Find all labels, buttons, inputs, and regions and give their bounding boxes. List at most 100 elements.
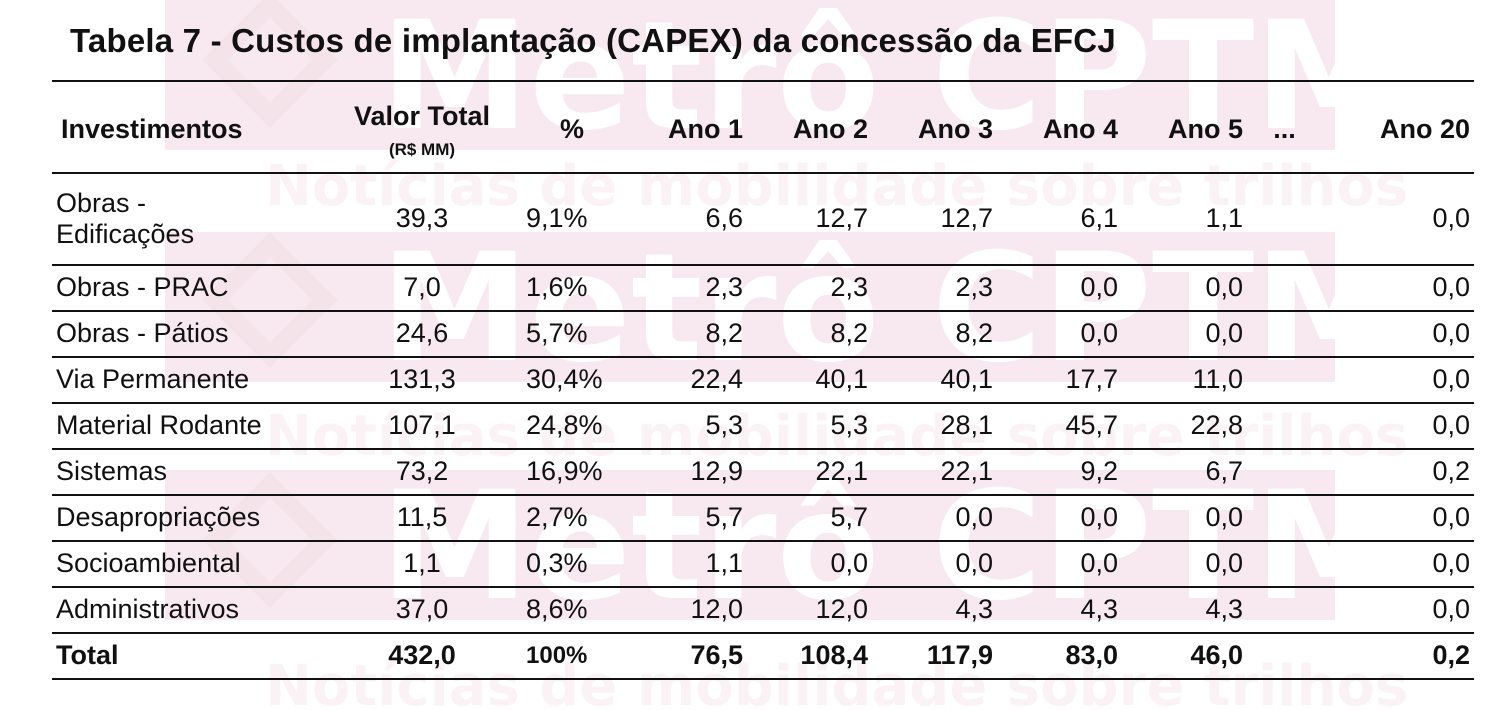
cell-pct: 24,8% bbox=[522, 403, 622, 450]
header-valor-total: Valor Total (R$ MM) bbox=[322, 80, 522, 174]
row-name: Socioambiental bbox=[52, 541, 322, 588]
cell-ano-1: 12,0 bbox=[622, 587, 747, 634]
table-row: Material Rodante 107,1 24,8% 5,3 5,3 28,… bbox=[52, 403, 1474, 450]
row-name: Desapropriações bbox=[52, 495, 322, 542]
header-ano-4: Ano 4 bbox=[997, 80, 1122, 174]
header-ano-3: Ano 3 bbox=[872, 80, 997, 174]
header-ano-5: Ano 5 bbox=[1122, 80, 1247, 174]
cell-valor-total: 11,5 bbox=[322, 495, 522, 542]
cell-ano-5: 4,3 bbox=[1122, 587, 1247, 634]
cell-ano-1: 2,3 bbox=[622, 265, 747, 312]
row-name: Obras - PRAC bbox=[52, 265, 322, 312]
cell-ano-1: 12,9 bbox=[622, 449, 747, 496]
total-row: Total 432,0 100% 76,5 108,4 117,9 83,0 4… bbox=[52, 633, 1474, 680]
total-pct: 100% bbox=[522, 633, 622, 680]
row-name: Administrativos bbox=[52, 587, 322, 634]
header-ano-2: Ano 2 bbox=[747, 80, 872, 174]
cell-ano-20: 0,0 bbox=[1322, 173, 1474, 266]
cell-ellipsis bbox=[1247, 265, 1322, 312]
cell-ano-4: 4,3 bbox=[997, 587, 1122, 634]
table-row: Obras - PRAC 7,0 1,6% 2,3 2,3 2,3 0,0 0,… bbox=[52, 265, 1474, 312]
cell-valor-total: 24,6 bbox=[322, 311, 522, 358]
cell-valor-total: 107,1 bbox=[322, 403, 522, 450]
cell-ano-2: 12,7 bbox=[747, 173, 872, 266]
table-row: Via Permanente 131,3 30,4% 22,4 40,1 40,… bbox=[52, 357, 1474, 404]
capex-table: Investimentos Valor Total (R$ MM) % Ano … bbox=[52, 80, 1474, 680]
cell-ano-1: 8,2 bbox=[622, 311, 747, 358]
cell-ano-20: 0,0 bbox=[1322, 587, 1474, 634]
cell-ano-2: 12,0 bbox=[747, 587, 872, 634]
cell-ano-20: 0,0 bbox=[1322, 541, 1474, 588]
header-ano-20: Ano 20 bbox=[1322, 80, 1474, 174]
cell-ano-3: 22,1 bbox=[872, 449, 997, 496]
cell-ano-1: 5,7 bbox=[622, 495, 747, 542]
cell-ano-3: 28,1 bbox=[872, 403, 997, 450]
cell-pct: 8,6% bbox=[522, 587, 622, 634]
cell-pct: 1,6% bbox=[522, 265, 622, 312]
cell-ellipsis bbox=[1247, 311, 1322, 358]
cell-pct: 9,1% bbox=[522, 173, 622, 266]
cell-ano-4: 17,7 bbox=[997, 357, 1122, 404]
cell-ano-20: 0,2 bbox=[1322, 449, 1474, 496]
cell-ano-20: 0,0 bbox=[1322, 311, 1474, 358]
table-row: Obras - Pátios 24,6 5,7% 8,2 8,2 8,2 0,0… bbox=[52, 311, 1474, 358]
row-name-line-2: Edificações bbox=[56, 219, 195, 249]
cell-ano-2: 5,7 bbox=[747, 495, 872, 542]
cell-pct: 0,3% bbox=[522, 541, 622, 588]
cell-ano-2: 22,1 bbox=[747, 449, 872, 496]
table-row: Socioambiental 1,1 0,3% 1,1 0,0 0,0 0,0 … bbox=[52, 541, 1474, 588]
cell-valor-total: 7,0 bbox=[322, 265, 522, 312]
total-ano-4: 83,0 bbox=[997, 633, 1122, 680]
cell-ano-4: 6,1 bbox=[997, 173, 1122, 266]
cell-ano-5: 11,0 bbox=[1122, 357, 1247, 404]
cell-ano-2: 0,0 bbox=[747, 541, 872, 588]
cell-ano-5: 6,7 bbox=[1122, 449, 1247, 496]
cell-ano-2: 8,2 bbox=[747, 311, 872, 358]
cell-ano-3: 2,3 bbox=[872, 265, 997, 312]
cell-ano-2: 5,3 bbox=[747, 403, 872, 450]
cell-valor-total: 37,0 bbox=[322, 587, 522, 634]
cell-ano-4: 0,0 bbox=[997, 311, 1122, 358]
header-valor-total-unit: (R$ MM) bbox=[388, 139, 456, 159]
row-name: Via Permanente bbox=[52, 357, 322, 404]
cell-ano-4: 0,0 bbox=[997, 495, 1122, 542]
cell-ano-3: 40,1 bbox=[872, 357, 997, 404]
cell-ano-2: 40,1 bbox=[747, 357, 872, 404]
cell-pct: 30,4% bbox=[522, 357, 622, 404]
cell-ano-5: 0,0 bbox=[1122, 265, 1247, 312]
cell-ellipsis bbox=[1247, 173, 1322, 266]
cell-valor-total: 1,1 bbox=[322, 541, 522, 588]
row-name: Sistemas bbox=[52, 449, 322, 496]
cell-ano-1: 5,3 bbox=[622, 403, 747, 450]
cell-ano-5: 0,0 bbox=[1122, 495, 1247, 542]
cell-ano-5: 0,0 bbox=[1122, 311, 1247, 358]
total-valor-total: 432,0 bbox=[322, 633, 522, 680]
cell-valor-total: 73,2 bbox=[322, 449, 522, 496]
cell-valor-total: 39,3 bbox=[322, 173, 522, 266]
table-title: Tabela 7 - Custos de implantação (CAPEX)… bbox=[70, 22, 1116, 59]
header-pct: % bbox=[522, 80, 622, 174]
cell-pct: 16,9% bbox=[522, 449, 622, 496]
total-ano-20: 0,2 bbox=[1322, 633, 1474, 680]
total-ano-3: 117,9 bbox=[872, 633, 997, 680]
cell-ano-3: 0,0 bbox=[872, 541, 997, 588]
cell-ano-3: 8,2 bbox=[872, 311, 997, 358]
cell-pct: 5,7% bbox=[522, 311, 622, 358]
header-investimentos: Investimentos bbox=[52, 80, 322, 174]
header-ellipsis: ... bbox=[1247, 80, 1322, 174]
cell-ano-20: 0,0 bbox=[1322, 357, 1474, 404]
table-row: Obras - Edificações 39,3 9,1% 6,6 12,7 1… bbox=[52, 173, 1474, 266]
total-ano-5: 46,0 bbox=[1122, 633, 1247, 680]
row-name: Obras - Edificações bbox=[52, 173, 322, 266]
total-row-name: Total bbox=[52, 633, 322, 680]
cell-ano-2: 2,3 bbox=[747, 265, 872, 312]
header-valor-total-label: Valor Total bbox=[353, 100, 491, 131]
cell-pct: 2,7% bbox=[522, 495, 622, 542]
row-name: Obras - Pátios bbox=[52, 311, 322, 358]
cell-ellipsis bbox=[1247, 587, 1322, 634]
table-row: Administrativos 37,0 8,6% 12,0 12,0 4,3 … bbox=[52, 587, 1474, 634]
cell-ano-4: 45,7 bbox=[997, 403, 1122, 450]
total-ano-2: 108,4 bbox=[747, 633, 872, 680]
cell-ellipsis bbox=[1247, 449, 1322, 496]
